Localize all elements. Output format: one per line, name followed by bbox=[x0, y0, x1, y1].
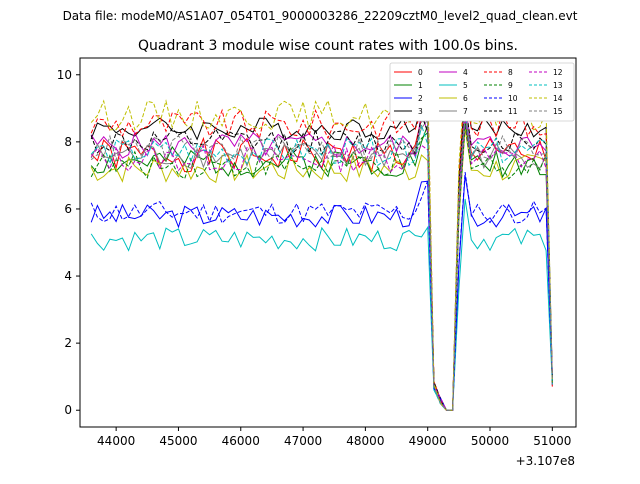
x-tick-label: 51000 bbox=[533, 434, 571, 448]
legend-label-1: 1 bbox=[418, 81, 423, 90]
y-tick-label: 10 bbox=[57, 68, 72, 82]
x-tick-label: 48000 bbox=[346, 434, 384, 448]
figure-suptitle: Data file: modeM0/AS1A07_054T01_90000032… bbox=[63, 9, 578, 23]
legend-label-14: 14 bbox=[553, 94, 563, 103]
series-line-1 bbox=[90, 121, 553, 411]
y-tick-label: 4 bbox=[64, 269, 72, 283]
legend-label-12: 12 bbox=[553, 68, 563, 77]
series-line-6 bbox=[90, 128, 553, 411]
legend-frame bbox=[389, 62, 575, 122]
chart-title: Quadrant 3 module wise count rates with … bbox=[138, 38, 518, 54]
series-line-7 bbox=[90, 114, 553, 411]
y-tick-label: 2 bbox=[64, 336, 72, 350]
legend-label-2: 2 bbox=[418, 94, 423, 103]
y-tick-label: 0 bbox=[64, 403, 72, 417]
legend-label-11: 11 bbox=[508, 107, 518, 116]
legend-label-8: 8 bbox=[508, 68, 513, 77]
series-line-8 bbox=[90, 84, 553, 411]
y-tick-label: 8 bbox=[64, 135, 72, 149]
x-tick-label: 46000 bbox=[222, 434, 260, 448]
series-line-12 bbox=[90, 118, 553, 411]
legend-label-10: 10 bbox=[508, 94, 518, 103]
x-axis: 44000 45000 46000 47000 48000 49000 50000 51000 bbox=[97, 427, 571, 448]
y-tick-label: 6 bbox=[64, 202, 72, 216]
series-line-3 bbox=[90, 88, 553, 411]
series-line-9 bbox=[90, 125, 553, 411]
x-tick-label: 49000 bbox=[409, 434, 447, 448]
legend-label-6: 6 bbox=[463, 94, 468, 103]
x-axis-offset-label: +3.107e8 bbox=[516, 454, 575, 468]
x-tick-label: 45000 bbox=[159, 434, 197, 448]
x-tick-label: 50000 bbox=[471, 434, 509, 448]
series-line-14 bbox=[90, 72, 553, 411]
legend-label-9: 9 bbox=[508, 81, 513, 90]
series-line-4 bbox=[90, 104, 553, 411]
legend-label-7: 7 bbox=[463, 107, 468, 116]
legend-label-5: 5 bbox=[463, 81, 468, 90]
x-tick-label: 44000 bbox=[97, 434, 135, 448]
series-line-5 bbox=[90, 198, 553, 411]
series-line-13 bbox=[90, 111, 553, 411]
legend-label-0: 0 bbox=[418, 68, 423, 77]
legend-label-15: 15 bbox=[553, 107, 563, 116]
x-tick-label: 47000 bbox=[284, 434, 322, 448]
series-line-10 bbox=[90, 172, 553, 411]
series-line-15 bbox=[90, 108, 553, 411]
legend-label-4: 4 bbox=[463, 68, 468, 77]
y-axis: 0 2 4 6 8 10 bbox=[57, 68, 80, 417]
legend-label-3: 3 bbox=[418, 107, 423, 116]
plot-frame bbox=[79, 57, 577, 428]
legend-label-13: 13 bbox=[553, 81, 563, 90]
series-line-2 bbox=[90, 175, 553, 411]
